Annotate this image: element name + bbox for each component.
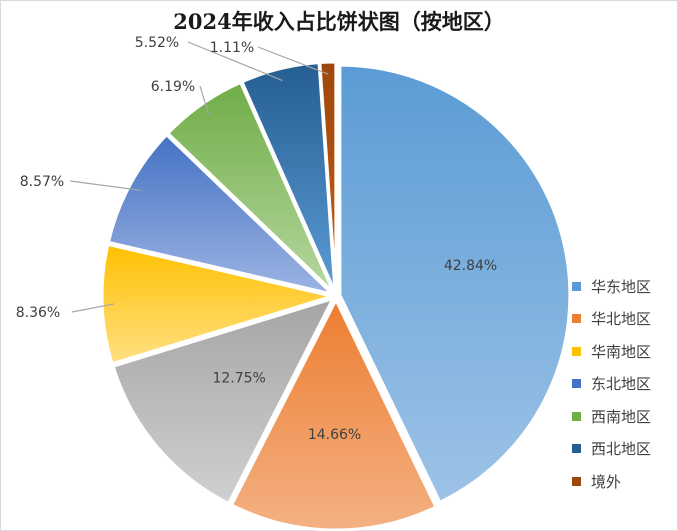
slice-data-label: 8.57% — [20, 174, 64, 190]
pie-slice — [111, 296, 336, 506]
leader-line — [257, 46, 329, 75]
pie-slice — [318, 60, 338, 293]
legend-item: 华北地区 — [572, 303, 651, 336]
legend-label: 境外 — [591, 472, 622, 491]
legend-label: 西北地区 — [591, 440, 652, 459]
legend-swatch — [572, 476, 581, 486]
slice-data-label: 6.19% — [151, 79, 195, 95]
pie-slice — [338, 63, 572, 505]
legend-swatch — [572, 314, 581, 324]
pie-slice — [100, 242, 338, 366]
leader-line — [71, 303, 115, 313]
legend-swatch — [572, 281, 581, 291]
pie-slice — [229, 296, 438, 531]
slice-data-label: 8.36% — [16, 305, 60, 321]
legend-swatch — [572, 444, 581, 454]
legend-item: 西南地区 — [572, 400, 651, 433]
pie-slice — [106, 132, 338, 297]
legend-label: 华东地区 — [591, 277, 652, 296]
legend-item: 华南地区 — [572, 335, 651, 368]
pie-slice — [165, 80, 336, 294]
leader-line — [199, 85, 210, 115]
legend-label: 华北地区 — [591, 310, 652, 329]
legend-label: 西南地区 — [591, 407, 652, 426]
slice-data-label: 1.11% — [210, 40, 254, 56]
legend-label: 华南地区 — [591, 342, 652, 361]
legend-item: 东北地区 — [572, 368, 651, 401]
legend-item: 西北地区 — [572, 433, 651, 466]
chart-legend: 华东地区华北地区华南地区东北地区西南地区西北地区境外 — [572, 270, 651, 498]
legend-swatch — [572, 346, 581, 356]
slice-data-label: 42.84% — [444, 258, 497, 274]
legend-label: 东北地区 — [591, 375, 652, 394]
legend-item: 华东地区 — [572, 270, 651, 303]
slice-data-label: 12.75% — [212, 370, 265, 386]
slice-data-label: 5.52% — [135, 35, 179, 51]
leader-line — [187, 41, 283, 82]
chart-title: 2024年收入占比饼状图（按地区） — [173, 9, 505, 34]
legend-swatch — [572, 379, 581, 389]
leader-line — [69, 180, 141, 191]
legend-swatch — [572, 411, 581, 421]
legend-item: 境外 — [572, 465, 651, 498]
slice-data-label: 14.66% — [308, 427, 361, 443]
